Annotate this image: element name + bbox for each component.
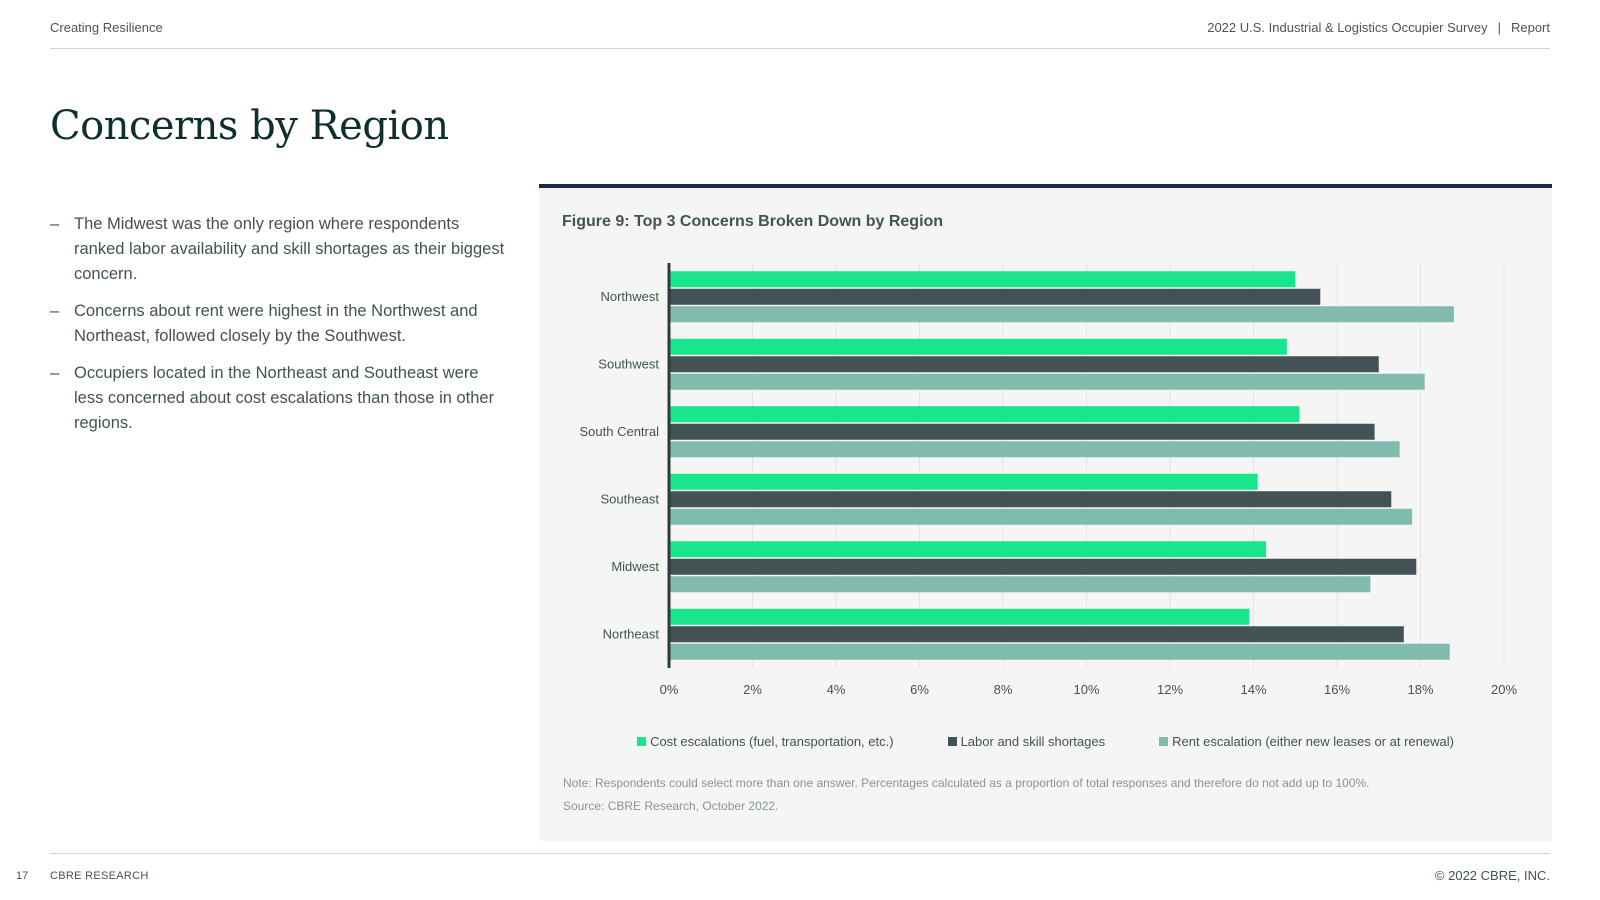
page-number: 17	[16, 870, 29, 882]
bar	[669, 508, 1413, 525]
bar	[669, 406, 1300, 423]
x-tick-label: 4%	[827, 682, 846, 697]
footer-divider	[50, 853, 1550, 854]
x-tick-label: 10%	[1073, 682, 1099, 697]
header-section-label: Creating Resilience	[50, 20, 163, 35]
bar	[669, 558, 1417, 575]
bullet-dash: –	[50, 215, 60, 233]
chart-legend: Cost escalations (fuel, transportation, …	[539, 734, 1552, 749]
legend-item-rent: Rent escalation (either new leases or at…	[1159, 734, 1454, 749]
legend-label-rent: Rent escalation (either new leases or at…	[1172, 734, 1454, 749]
bar	[669, 473, 1258, 490]
header-report-label: Report	[1510, 20, 1550, 35]
legend-item-cost: Cost escalations (fuel, transportation, …	[637, 734, 894, 749]
key-findings-list: – The Midwest was the only region where r…	[50, 212, 510, 448]
bullet-dash: –	[50, 302, 60, 320]
legend-swatch-cost	[637, 737, 647, 746]
bar	[669, 306, 1454, 323]
bullet-text: The Midwest was the only region where re…	[74, 215, 505, 283]
legend-swatch-rent	[1159, 737, 1169, 746]
bar	[669, 271, 1296, 288]
legend-label-cost: Cost escalations (fuel, transportation, …	[650, 734, 894, 749]
header-separator: |	[1497, 20, 1501, 35]
bar	[669, 608, 1250, 625]
x-tick-label: 20%	[1491, 682, 1517, 697]
x-tick-label: 14%	[1240, 682, 1266, 697]
y-category-label: Southeast	[600, 491, 659, 506]
x-tick-label: 0%	[660, 682, 679, 697]
figure-title: Figure 9: Top 3 Concerns Broken Down by …	[562, 213, 944, 230]
bar	[669, 423, 1375, 440]
bar	[669, 338, 1287, 355]
header-divider	[50, 48, 1550, 49]
x-tick-label: 18%	[1407, 682, 1433, 697]
y-category-label: Northeast	[603, 626, 660, 641]
bar	[669, 643, 1450, 660]
bar	[669, 288, 1321, 305]
footer-brand: CBRE RESEARCH	[50, 870, 149, 882]
y-category-label: Southwest	[598, 356, 659, 371]
footer-copyright: © 2022 CBRE, INC.	[1434, 868, 1550, 883]
x-tick-label: 6%	[910, 682, 929, 697]
y-category-label: Midwest	[611, 559, 659, 574]
figure-accent-bar	[539, 184, 1552, 188]
bar	[669, 576, 1371, 593]
figure-note: Note: Respondents could select more than…	[563, 776, 1370, 790]
legend-label-labor: Labor and skill shortages	[960, 734, 1106, 749]
bar	[669, 441, 1400, 458]
bar	[669, 626, 1404, 643]
page-title: Concerns by Region	[50, 103, 449, 149]
header-survey-title: 2022 U.S. Industrial & Logistics Occupie…	[1207, 20, 1488, 35]
figure-source: Source: CBRE Research, October 2022.	[563, 799, 779, 813]
legend-item-labor: Labor and skill shortages	[947, 734, 1106, 749]
y-category-label: South Central	[580, 424, 660, 439]
y-category-label: Northwest	[600, 289, 659, 304]
bullet-dash: –	[50, 364, 60, 382]
bullet-item: – Occupiers located in the Northeast and …	[50, 361, 510, 436]
bar-chart: 0% 2% 4% 6% 8% 10% 12% 14% 16% 18% 20% Northwest Sou…	[580, 263, 1517, 697]
bar	[669, 356, 1379, 373]
bullet-item: – The Midwest was the only region where r…	[50, 212, 510, 287]
bullet-text: Occupiers located in the Northeast and S…	[74, 364, 495, 432]
header-report-title: 2022 U.S. Industrial & Logistics Occupie…	[1207, 20, 1550, 35]
x-tick-label: 2%	[743, 682, 762, 697]
x-tick-label: 12%	[1157, 682, 1183, 697]
x-tick-label: 16%	[1324, 682, 1350, 697]
bullet-text: Concerns about rent were highest in the …	[74, 302, 478, 345]
legend-swatch-labor	[947, 737, 957, 746]
bar	[669, 373, 1425, 390]
bar	[669, 491, 1392, 508]
x-tick-label: 8%	[994, 682, 1013, 697]
bar	[669, 541, 1267, 558]
bullet-item: – Concerns about rent were highest in the…	[50, 299, 510, 349]
